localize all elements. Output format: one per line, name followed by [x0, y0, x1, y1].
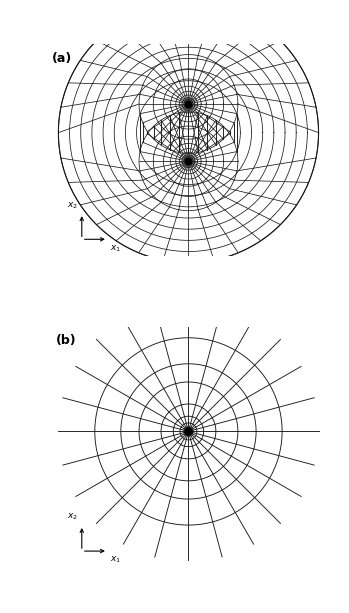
Text: $x_1$: $x_1$ — [110, 243, 121, 254]
Text: (b): (b) — [56, 334, 76, 347]
Text: $x_2$: $x_2$ — [67, 200, 78, 211]
Text: $x_1$: $x_1$ — [110, 555, 121, 566]
Text: (a): (a) — [52, 52, 72, 65]
Text: $x_2$: $x_2$ — [67, 512, 78, 522]
